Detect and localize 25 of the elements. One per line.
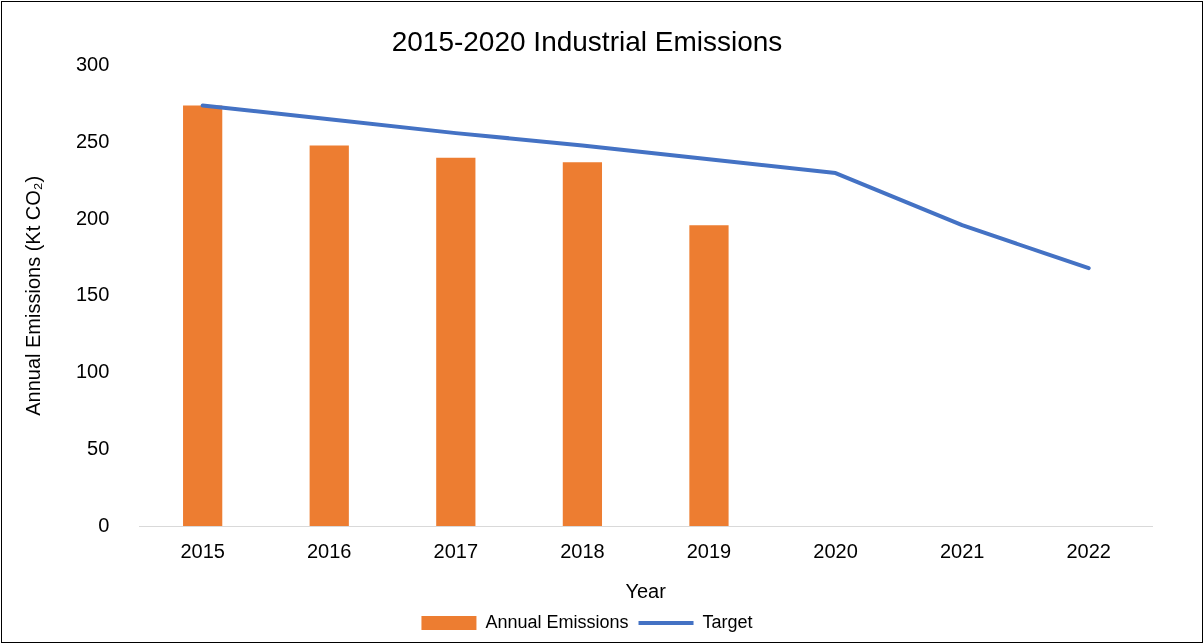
x-tick-label: 2019 bbox=[686, 539, 732, 562]
bar bbox=[562, 162, 603, 526]
x-tick-label: 2021 bbox=[939, 539, 985, 562]
x-tick-label: 2020 bbox=[813, 539, 858, 562]
x-tick-label: 2017 bbox=[433, 539, 479, 562]
x-tick-label: 2016 bbox=[306, 539, 352, 562]
y-tick-label: 200 bbox=[75, 206, 110, 229]
y-tick-label: 250 bbox=[75, 129, 110, 152]
x-tick-label: 2022 bbox=[1066, 539, 1111, 562]
y-tick-label: 100 bbox=[75, 360, 110, 383]
y-tick-label: 50 bbox=[87, 436, 110, 459]
y-axis-title: Annual Emissions (Kt CO₂) bbox=[21, 175, 44, 416]
x-axis-title: Year bbox=[625, 579, 667, 602]
chart-title: 2015-2020 Industrial Emissions bbox=[391, 25, 783, 57]
bar bbox=[689, 225, 729, 526]
bar bbox=[436, 157, 476, 526]
x-tick-label: 2015 bbox=[180, 539, 225, 562]
y-tick-label: 0 bbox=[98, 513, 110, 536]
bar bbox=[183, 105, 223, 526]
y-tick-label: 300 bbox=[75, 53, 110, 76]
legend-label: Annual Emissions bbox=[485, 611, 629, 632]
y-tick-label: 150 bbox=[75, 283, 110, 306]
bar bbox=[309, 145, 349, 526]
legend-label: Target bbox=[702, 611, 753, 632]
x-tick-label: 2018 bbox=[560, 539, 605, 562]
